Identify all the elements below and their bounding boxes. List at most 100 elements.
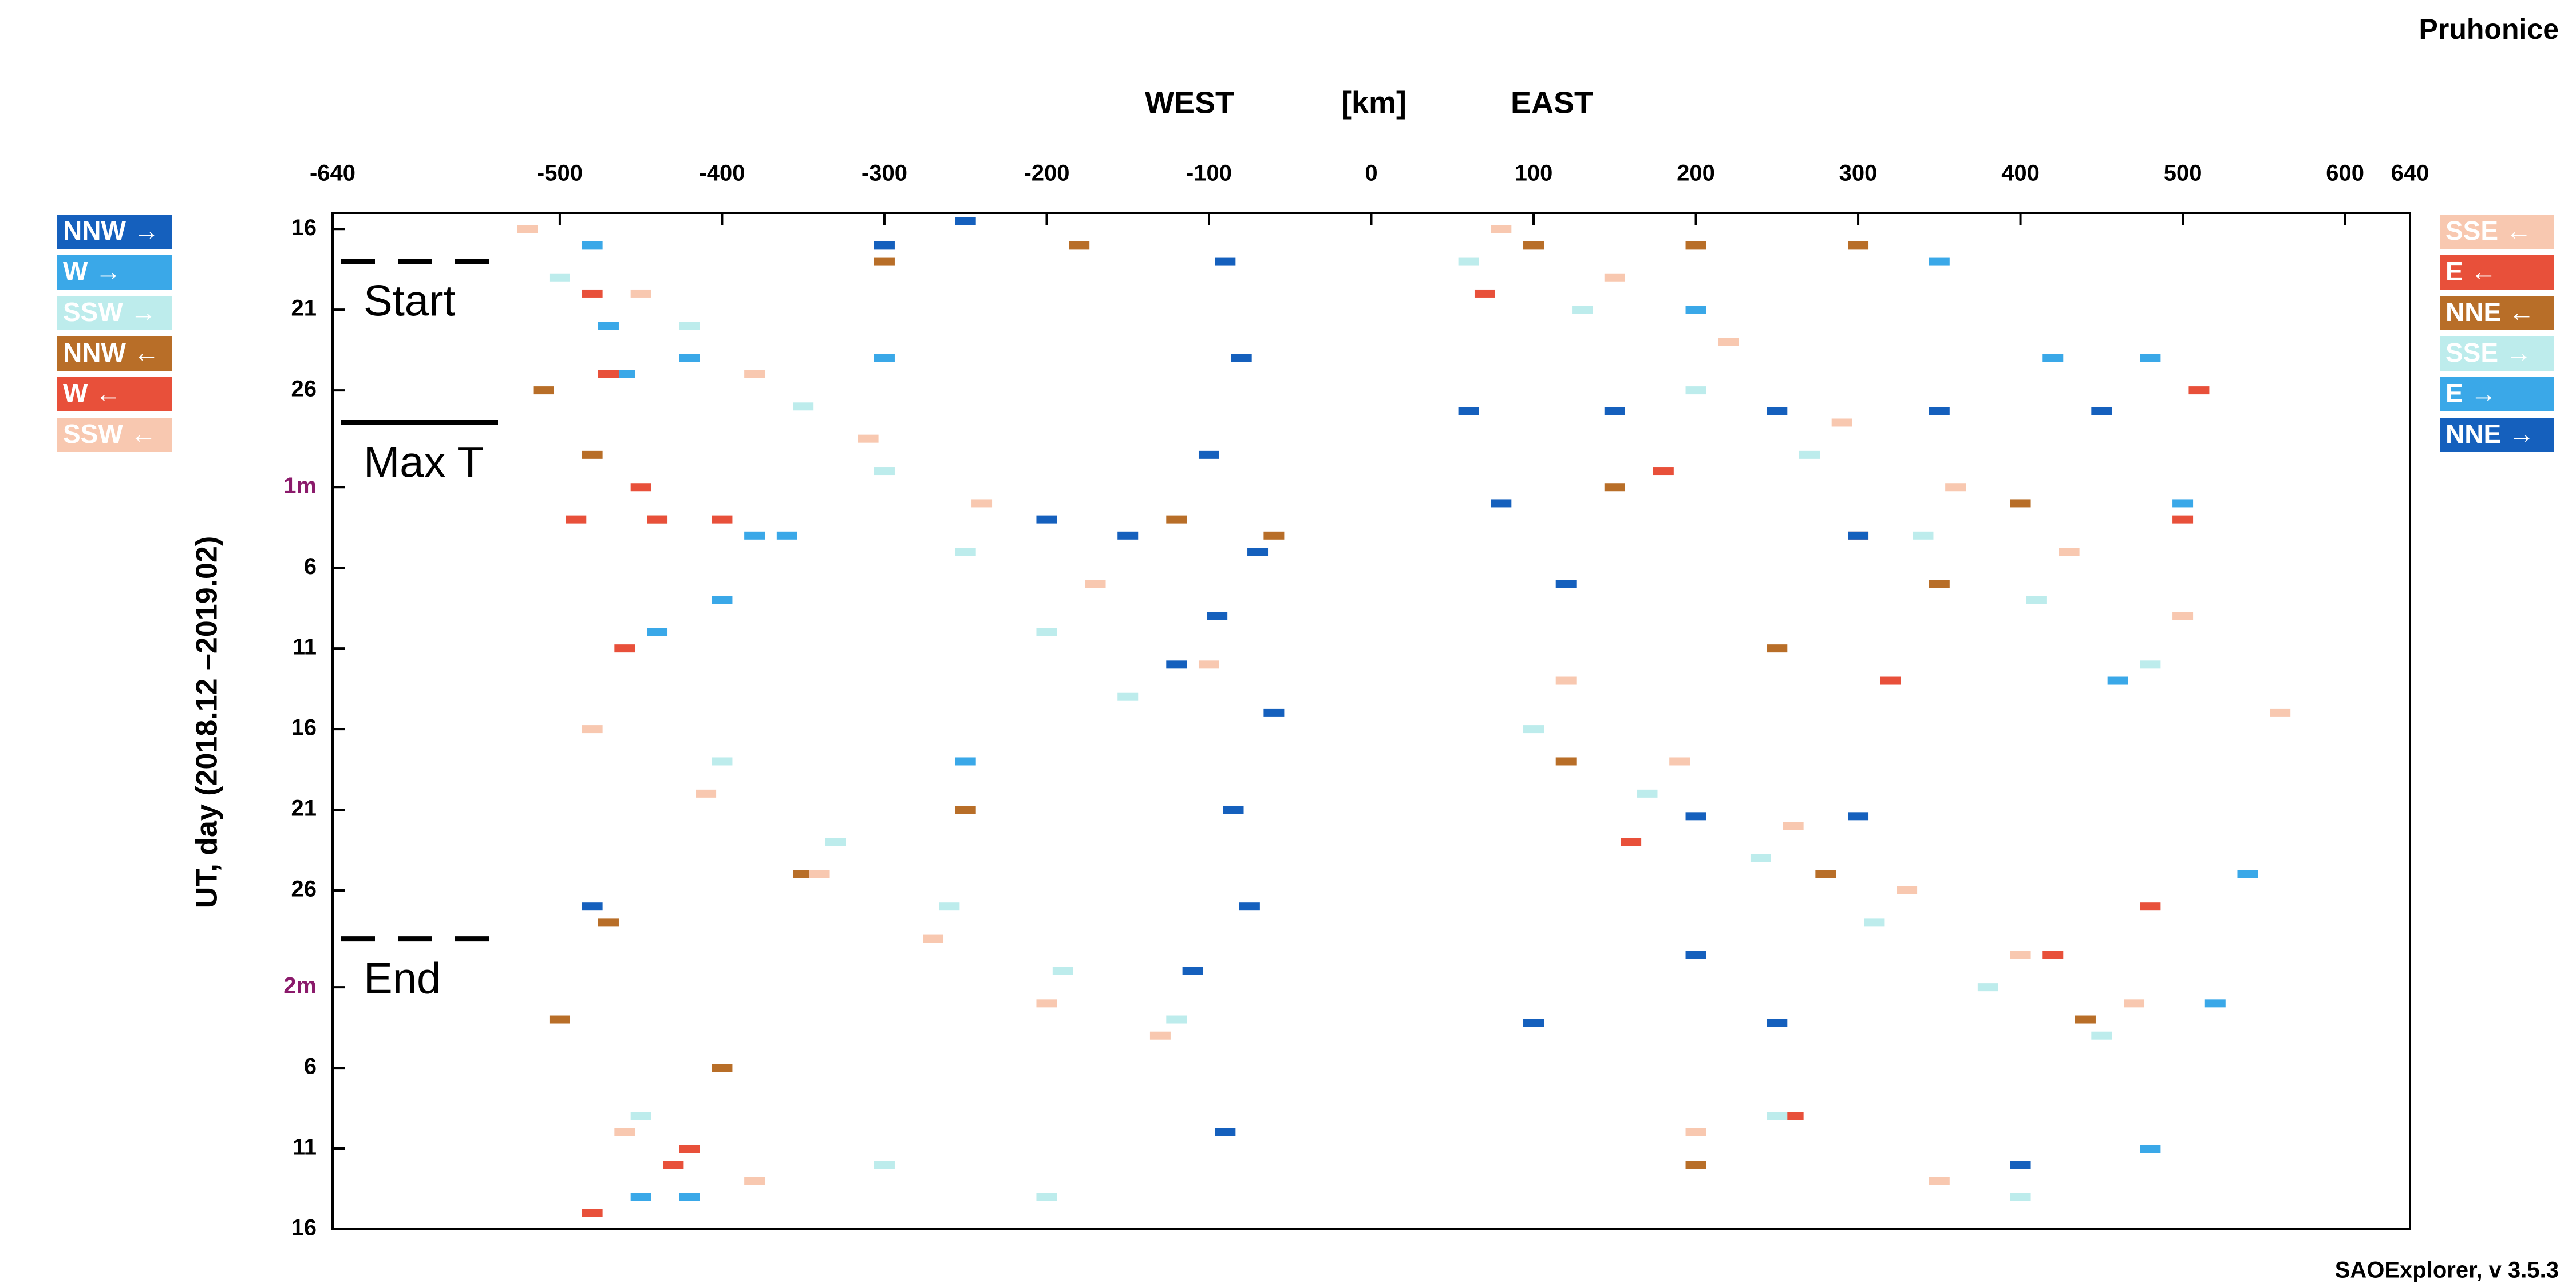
annotation-text: Start <box>364 277 456 326</box>
data-point <box>971 499 993 508</box>
legend-swatch <box>2440 215 2554 249</box>
data-point <box>1669 757 1690 766</box>
data-point <box>2172 612 2194 620</box>
legend-label: W ← <box>63 378 121 408</box>
legend-swatch <box>57 255 172 290</box>
data-point <box>1783 822 1804 830</box>
data-point <box>2042 951 2064 959</box>
data-point <box>793 870 814 878</box>
data-point <box>1523 241 1544 250</box>
y-tick-label: 16 <box>291 1215 317 1241</box>
legend-swatch <box>57 336 172 371</box>
data-point <box>712 1064 733 1072</box>
data-point <box>2140 354 2161 362</box>
data-point <box>1166 1015 1187 1024</box>
data-point <box>2188 386 2210 395</box>
y-tick-label: 6 <box>304 554 317 579</box>
legend-label: SSE ← <box>2445 216 2532 245</box>
data-point <box>874 241 895 250</box>
data-point <box>955 217 976 225</box>
data-point <box>1767 407 1788 415</box>
data-point <box>1864 918 1885 927</box>
data-point <box>566 515 587 524</box>
y-tick-label: 11 <box>293 1135 317 1160</box>
data-point <box>1897 886 1918 894</box>
data-point <box>1767 1112 1788 1120</box>
y-tick-label: 21 <box>291 796 317 821</box>
data-point <box>1491 225 1512 233</box>
series <box>1491 225 2291 1185</box>
data-point <box>1036 515 1057 524</box>
y-tick-label: 16 <box>291 215 317 240</box>
x-tick-label: -640 <box>310 161 355 186</box>
series <box>517 225 1219 1185</box>
data-point <box>1166 515 1187 524</box>
data-point <box>533 386 554 395</box>
legend-swatch <box>2440 418 2554 452</box>
data-point <box>1458 407 1479 415</box>
series <box>1458 407 2112 1169</box>
data-point <box>1239 902 1260 911</box>
data-point <box>663 1161 684 1169</box>
data-point <box>1750 854 1771 862</box>
data-point <box>712 757 733 766</box>
data-point <box>1929 257 1950 266</box>
data-point <box>2172 515 2194 524</box>
data-point <box>1637 789 1658 798</box>
series <box>1685 257 2258 1153</box>
data-point <box>2010 1193 2031 1201</box>
x-tick-label: 640 <box>2391 161 2429 186</box>
data-point <box>874 257 895 266</box>
x-tick-label: 300 <box>1839 161 1878 186</box>
y-tick-label: 21 <box>291 296 317 321</box>
legend-label: NNE → <box>2445 419 2535 449</box>
data-point <box>1052 967 1073 975</box>
data-point <box>2091 1031 2112 1040</box>
data-point <box>1555 757 1577 766</box>
y-tick-label: 2m <box>283 973 317 999</box>
data-point <box>582 902 603 911</box>
x-tick-label: -500 <box>537 161 583 186</box>
x-tick-label: -100 <box>1186 161 1232 186</box>
data-point <box>744 370 765 378</box>
data-point <box>809 870 830 878</box>
data-point <box>2026 596 2047 604</box>
y-tick-label: 26 <box>291 377 317 402</box>
data-point <box>1231 354 1252 362</box>
legend-label: W → <box>63 256 121 286</box>
x-tick-label: 600 <box>2326 161 2364 186</box>
data-point <box>679 322 700 330</box>
data-point <box>1036 628 1057 636</box>
legend-swatch <box>2440 336 2554 371</box>
y-tick-label: 6 <box>304 1054 317 1079</box>
data-point <box>1117 692 1139 701</box>
data-point <box>2091 407 2112 415</box>
data-point <box>630 483 651 492</box>
series <box>1458 257 2161 1201</box>
data-point <box>1945 483 1966 492</box>
data-point <box>1685 1128 1706 1136</box>
data-point <box>1149 1031 1171 1040</box>
data-point <box>1263 708 1285 717</box>
data-point <box>1815 870 1836 878</box>
data-point <box>1572 306 1593 314</box>
data-point <box>1848 812 1869 821</box>
x-tick-label: 500 <box>2164 161 2202 186</box>
data-point <box>1085 580 1106 588</box>
data-point <box>1604 483 1625 492</box>
data-point <box>1685 306 1706 314</box>
data-point <box>1685 241 1706 250</box>
data-point <box>744 531 765 540</box>
legend-label: E ← <box>2445 256 2496 286</box>
data-point <box>696 789 717 798</box>
data-point <box>923 934 944 943</box>
data-point <box>793 402 814 411</box>
data-point <box>2204 999 2226 1008</box>
data-point <box>679 1193 700 1201</box>
data-point <box>614 1128 635 1136</box>
y-tick-label: 26 <box>291 877 317 902</box>
annotation-text: Max T <box>364 438 484 487</box>
data-point <box>1718 338 1739 346</box>
